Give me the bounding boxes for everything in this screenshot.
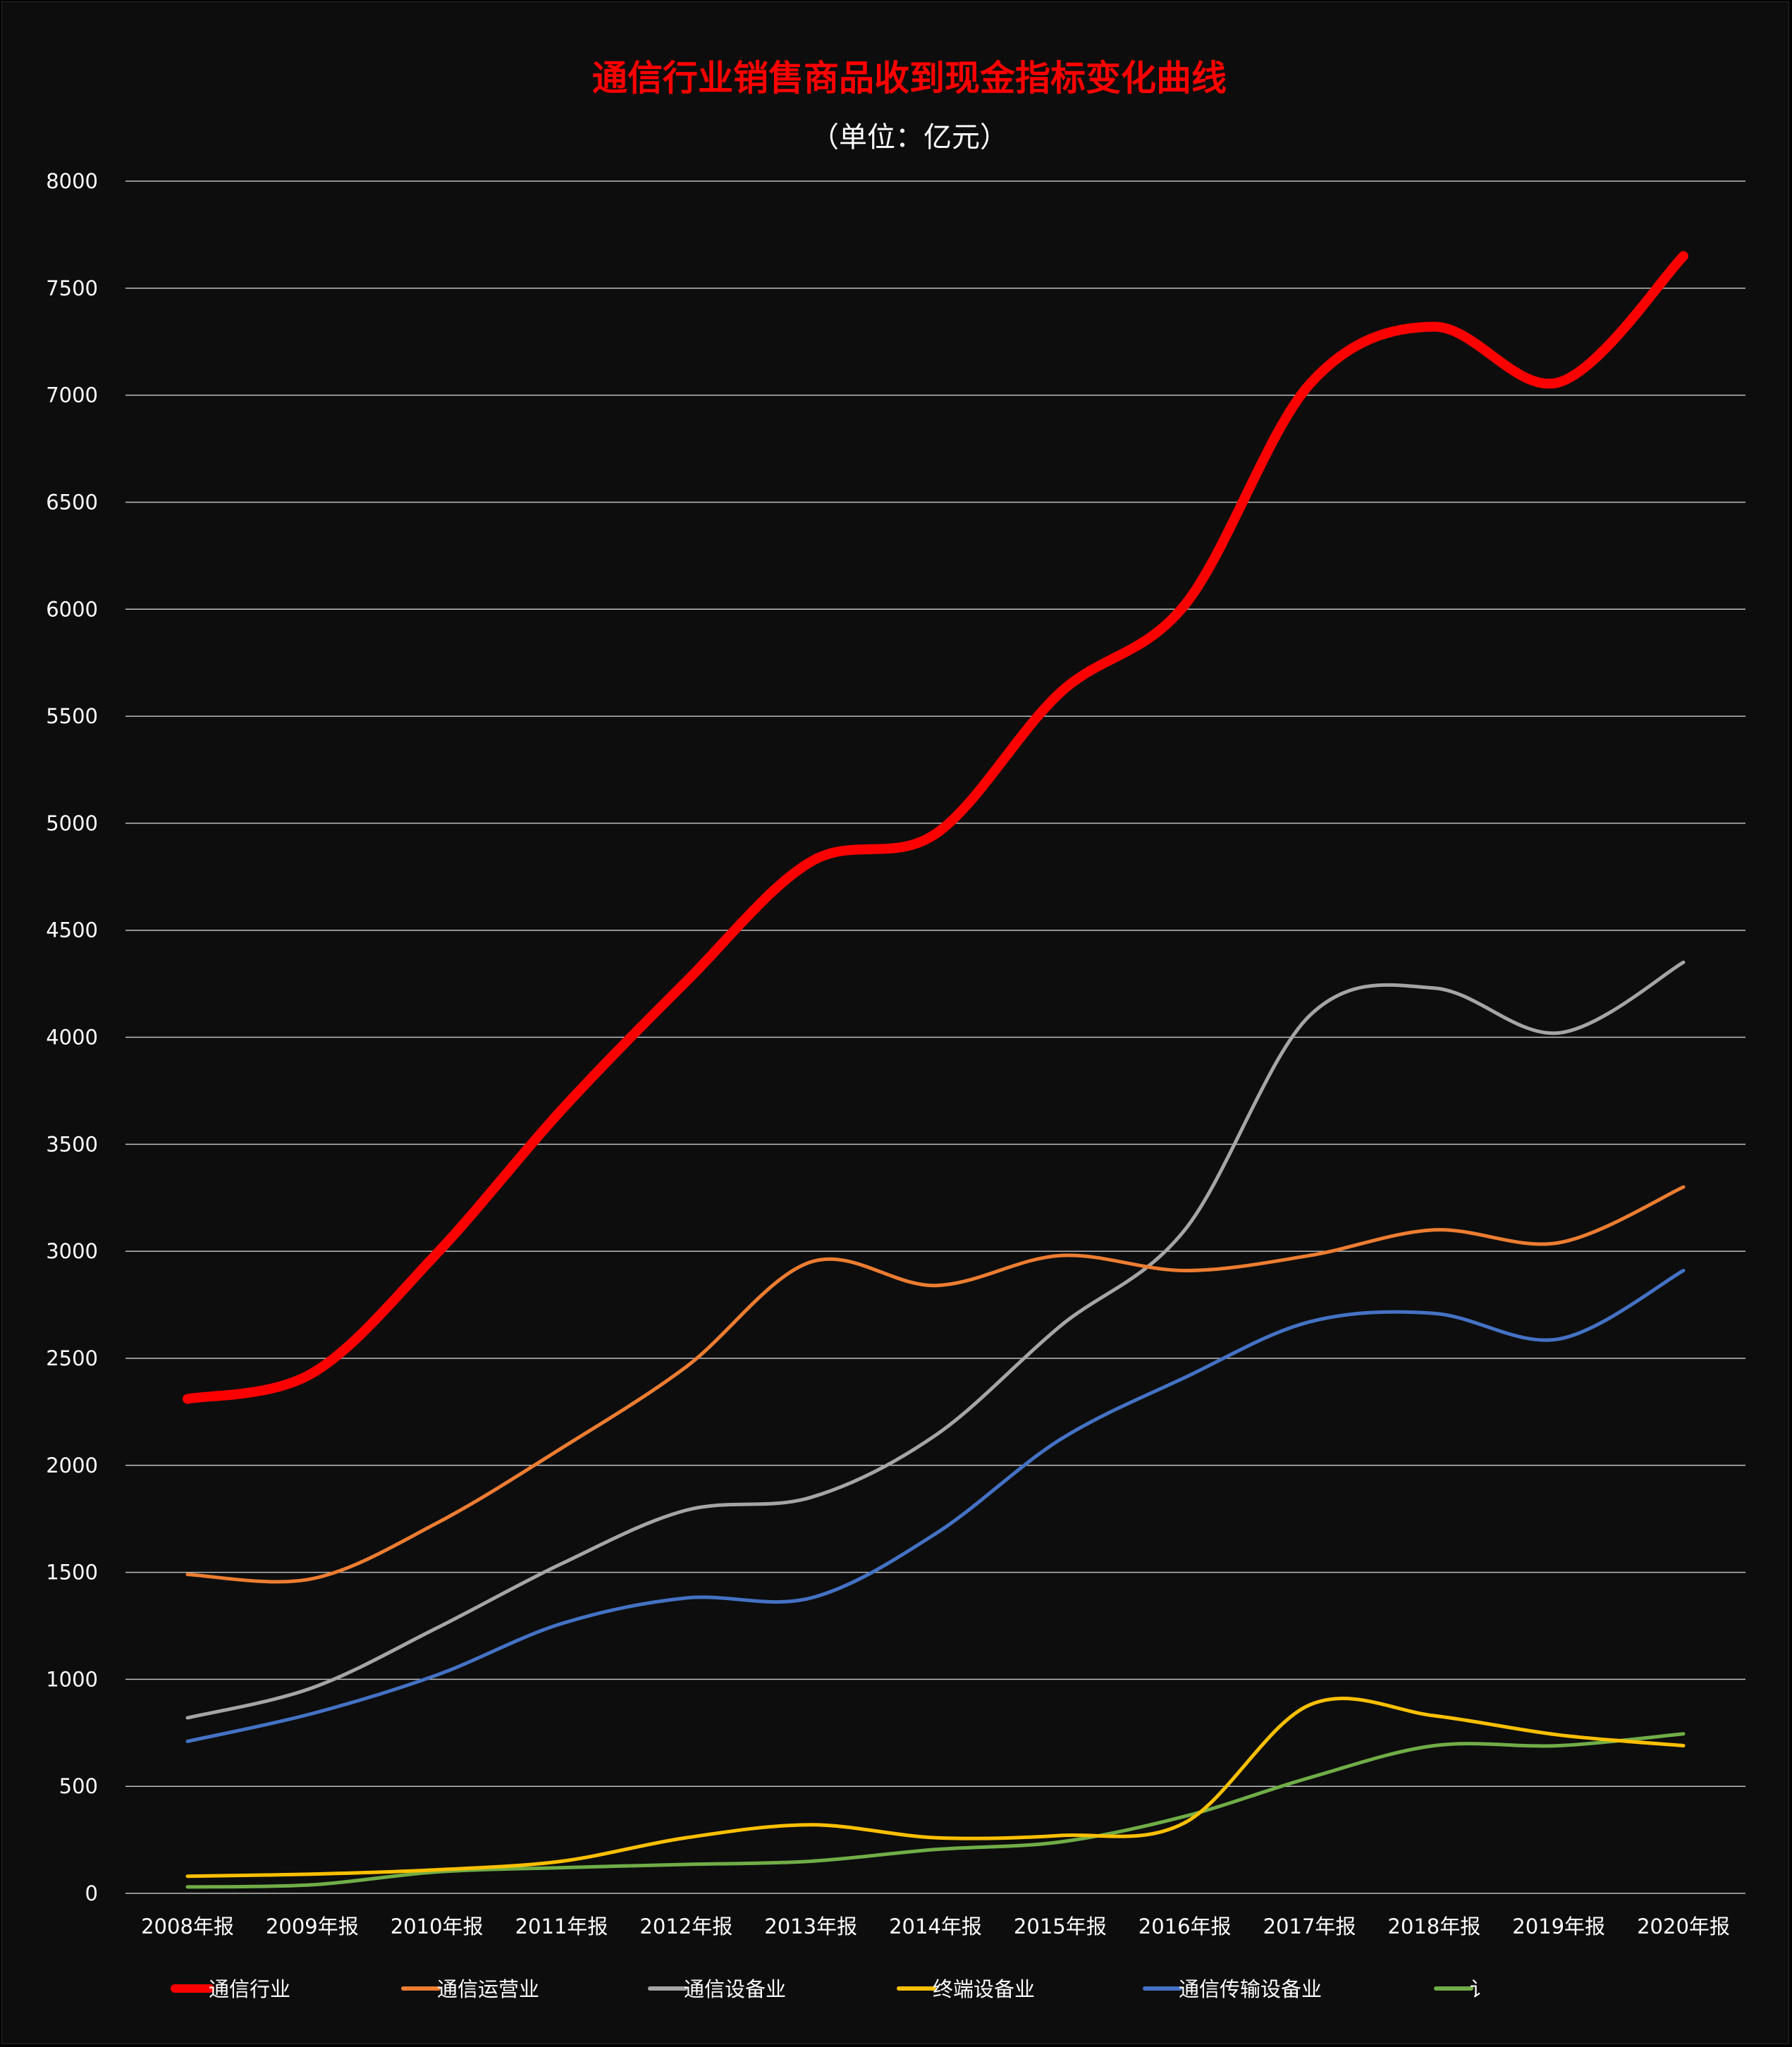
y-tick-label: 2500 [46,1346,98,1370]
y-tick-label: 4000 [46,1026,98,1050]
legend-label: 通信运营业 [437,1977,539,2001]
x-tick-label: 2013年报 [764,1914,857,1938]
legend-label: 通信设备业 [684,1977,786,2001]
y-tick-label: 7500 [46,276,98,300]
series-line-communication-industry [183,251,1688,1404]
legend-label: 通信传输设备业 [1179,1977,1322,2001]
x-axis: 2008年报 2009年报 2010年报 2011年报 2012年报 2013年报 2014… [141,1914,1730,1938]
x-tick-label: 2018年报 [1387,1914,1480,1938]
y-tick-label: 4500 [46,918,98,942]
y-tick-label: 5000 [46,811,98,835]
chart-subtitle: （单位：亿元） [811,121,1008,154]
legend-label: 通信行业 [209,1977,290,2001]
y-tick-label: 3500 [46,1132,98,1156]
x-tick-label: 2008年报 [141,1914,234,1938]
x-tick-label: 2011年报 [515,1914,608,1938]
x-tick-label: 2020年报 [1637,1914,1730,1938]
legend: 通信行业 通信运营业 通信设备业 终端设备业 通信传输设备业 讠 [171,1977,1490,2001]
x-tick-label: 2017年报 [1263,1914,1356,1938]
series-layer [183,251,1688,1889]
chart-title: 通信行业销售商品收到现金指标变化曲线 [592,58,1227,99]
x-tick-label: 2019年报 [1512,1914,1605,1938]
y-tick-label: 6000 [46,597,98,621]
y-tick-label: 2000 [46,1453,98,1477]
grid-layer [125,180,1745,1894]
legend-label: 讠 [1470,1977,1490,2001]
series-line-operator [185,1185,1686,1584]
y-tick-label: 0 [85,1881,98,1905]
x-tick-label: 2016年报 [1139,1914,1232,1938]
y-tick-label: 6500 [46,490,98,514]
y-tick-label: 1500 [46,1561,98,1585]
x-tick-label: 2009年报 [266,1914,359,1938]
x-tick-label: 2015年报 [1014,1914,1107,1938]
y-tick-label: 3000 [46,1239,98,1263]
y-tick-label: 5500 [46,704,98,728]
x-tick-label: 2014年报 [889,1914,982,1938]
y-tick-label: 7000 [46,383,98,407]
y-tick-label: 1000 [46,1667,98,1691]
y-tick-label: 8000 [46,169,98,193]
series-line-transmission-equipment [185,1269,1686,1743]
x-tick-label: 2012年报 [639,1914,732,1938]
legend-label: 终端设备业 [933,1977,1035,2001]
series-line-terminal-equipment [185,1697,1686,1879]
x-tick-label: 2010年报 [391,1914,484,1938]
series-line-equipment [185,960,1686,1720]
series-line-green-series [185,1732,1686,1889]
y-tick-label: 500 [59,1774,98,1798]
y-axis: 0 500 1000 1500 2000 2500 3000 3500 4000 4500 5000… [46,169,98,1905]
